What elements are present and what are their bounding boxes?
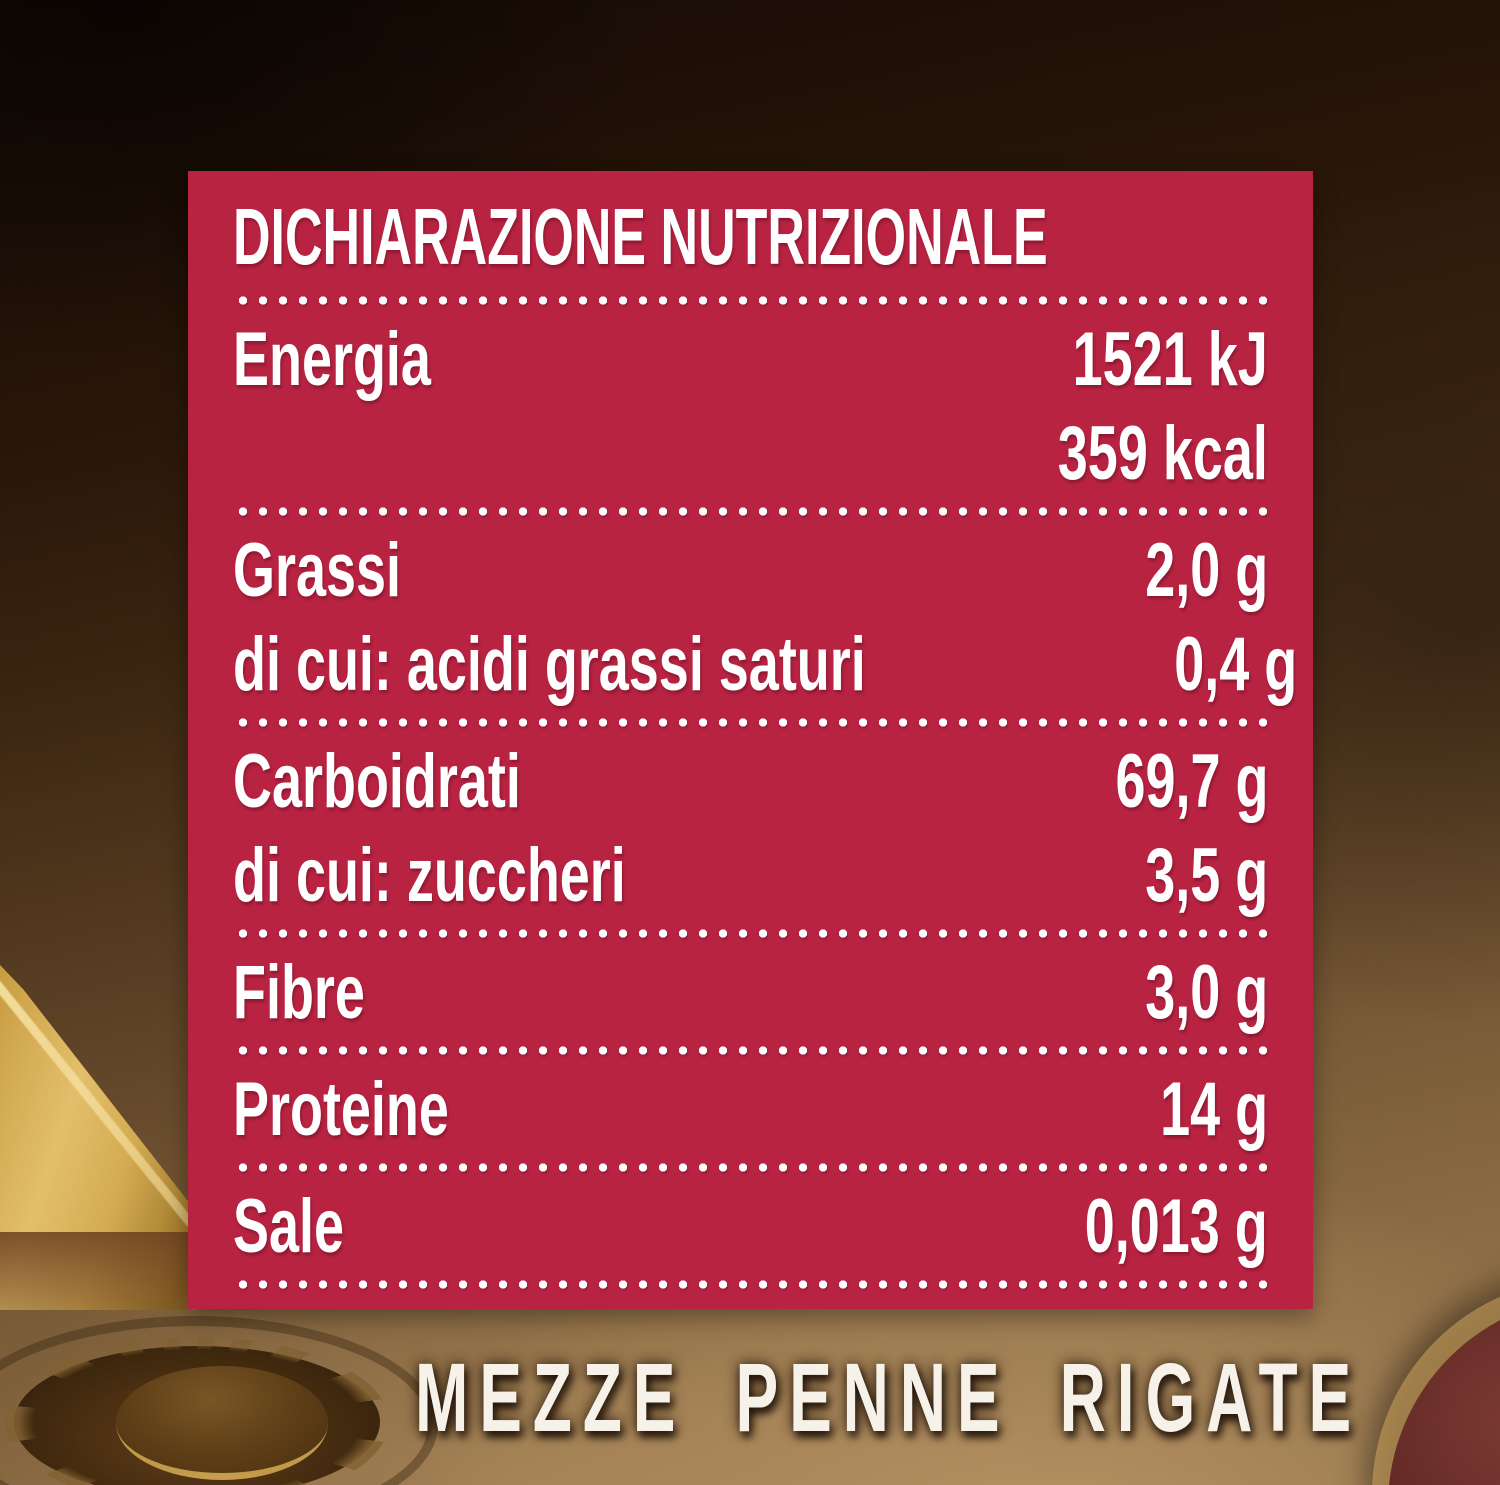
nutrition-row-zuccheri: di cui: zuccheri 3,5 g: [233, 828, 1268, 922]
nutrient-label: Sale: [233, 1183, 345, 1269]
nutrient-value: 0,4 g: [1174, 621, 1298, 707]
panel-header-row: DICHIARAZIONE NUTRIZIONALE 100 g: [233, 185, 1268, 289]
dotted-divider: [233, 505, 1268, 518]
nutrient-value: 14 g: [1160, 1066, 1268, 1152]
nutrition-row-proteine: Proteine 14 g: [233, 1062, 1268, 1156]
nutrition-row-carboidrati: Carboidrati 69,7 g: [233, 734, 1268, 828]
nutrient-value: 69,7 g: [1115, 738, 1268, 824]
nutrient-value-kj: 1521 kJ: [1072, 316, 1268, 402]
dotted-divider: [233, 1044, 1268, 1057]
nutrient-value-group: 1521 kJ 359 kcal: [972, 312, 1268, 500]
nutrition-row-energia: Energia 1521 kJ 359 kcal: [233, 312, 1268, 500]
nutrient-value: 3,0 g: [1145, 949, 1268, 1035]
product-name: MEZZE PENNE RIGATE: [415, 1343, 1363, 1452]
nutrition-row-fibre: Fibre 3,0 g: [233, 945, 1268, 1039]
dotted-divider: [233, 1278, 1268, 1291]
pasta-piece-shadow: [0, 1232, 192, 1310]
dotted-divider: [233, 927, 1268, 940]
nutrition-row-sale: Sale 0,013 g: [233, 1179, 1268, 1273]
nutrient-value: 0,013 g: [1085, 1183, 1268, 1269]
panel-title: DICHIARAZIONE NUTRIZIONALE: [233, 192, 1048, 281]
dotted-divider: [233, 1161, 1268, 1174]
nutrient-label: Carboidrati: [233, 738, 521, 824]
pasta-die-center-pin: [116, 1366, 328, 1480]
nutrition-row-grassi-saturi: di cui: acidi grassi saturi 0,4 g: [233, 617, 1297, 711]
nutrient-value-kcal: 359 kcal: [1057, 410, 1268, 496]
nutrient-value: 3,5 g: [1145, 832, 1268, 918]
dotted-divider: [233, 716, 1268, 729]
nutrition-panel: DICHIARAZIONE NUTRIZIONALE 100 g Energia…: [188, 171, 1313, 1309]
nutrient-value: 2,0 g: [1145, 527, 1268, 613]
nutrient-label: Energia: [233, 316, 431, 402]
dotted-divider: [233, 294, 1268, 307]
nutrient-label: Proteine: [233, 1066, 449, 1152]
nutrition-row-grassi: Grassi 2,0 g: [233, 523, 1268, 617]
nutrient-label: Grassi: [233, 527, 401, 613]
nutrient-label: di cui: acidi grassi saturi: [233, 621, 866, 707]
nutrient-label: Fibre: [233, 949, 365, 1035]
nutrient-label: di cui: zuccheri: [233, 832, 626, 918]
